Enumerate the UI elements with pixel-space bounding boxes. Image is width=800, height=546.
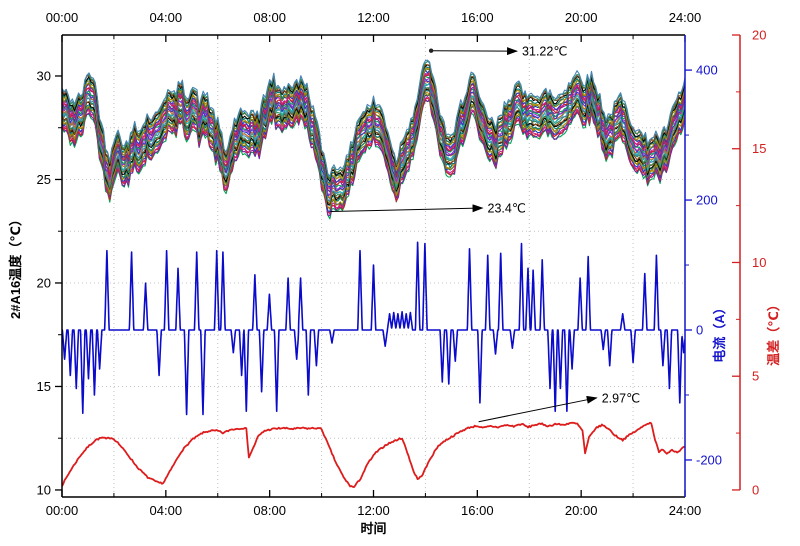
top-axis-tick-label: 04:00 xyxy=(150,10,183,25)
left-axis-tick-label: 30 xyxy=(37,68,51,83)
bottom-axis-tick-label: 04:00 xyxy=(150,503,183,518)
annotation-point-marker xyxy=(428,48,434,53)
x-axis-title: 时间 xyxy=(360,521,386,536)
diff-axis-tick-label: 10 xyxy=(752,255,766,270)
gridlines xyxy=(62,35,685,497)
left-axis-tick-label: 10 xyxy=(37,482,51,497)
top-axis-tick-label: 12:00 xyxy=(357,10,390,25)
diff-axis-tick-label: 0 xyxy=(752,482,759,497)
bottom-axis-tick-label: 16:00 xyxy=(461,503,494,518)
top-axis: 00:00 04:00 08:00 12:00 16:00 20:00 24:00 xyxy=(46,10,702,42)
top-axis-tick-label: 24:00 xyxy=(669,10,702,25)
annotation-label: 23.4℃ xyxy=(488,202,526,216)
bottom-axis-tick-label: 24:00 xyxy=(669,503,702,518)
diff-axis-title: 温差（℃） xyxy=(766,298,781,366)
diff-axis-tick-label: 15 xyxy=(752,141,766,156)
annotation-label: 2.97℃ xyxy=(602,391,640,405)
bottom-axis-tick-label: 08:00 xyxy=(253,503,286,518)
temperature-series-line xyxy=(62,59,685,177)
top-axis-tick-label: 00:00 xyxy=(46,10,79,25)
left-axis-title: 2#A16温度（℃） xyxy=(8,213,23,319)
current-series-line xyxy=(62,241,685,416)
temp-diff-series-line xyxy=(62,421,685,489)
bottom-axis-tick-label: 00:00 xyxy=(46,503,79,518)
axes: 00:00 04:00 08:00 12:00 16:00 20:00 24:0000:00… xyxy=(8,10,781,536)
left-axis-tick-label: 25 xyxy=(37,172,51,187)
bottom-axis-tick-label: 12:00 xyxy=(357,503,390,518)
diff-axis-tick-label: 5 xyxy=(752,369,759,384)
left-axis-tick-label: 15 xyxy=(37,379,51,394)
annotations: 31.22℃ 23.4℃ 2.97℃ xyxy=(330,45,640,423)
left-axis: 10 15 20 25 30 2#A16温度（℃） xyxy=(8,35,63,497)
annotation-arrow xyxy=(330,204,484,213)
chart-graphics: 00:00 04:00 08:00 12:00 16:00 20:00 24:0000:00… xyxy=(8,10,781,536)
top-axis-tick-label: 08:00 xyxy=(253,10,286,25)
current-axis-tick-label: 400 xyxy=(696,63,718,78)
current-axis-tick-label: 0 xyxy=(696,323,703,338)
bottom-axis-tick-label: 20:00 xyxy=(565,503,598,518)
current-axis-title: 电流（A） xyxy=(712,301,727,362)
diff-axis: 0 5 10 15 20 温差（℃） xyxy=(732,28,781,497)
current-axis-tick-label: -200 xyxy=(696,452,722,467)
current-axis: -200 0 200 400 电流（A） xyxy=(684,35,727,497)
top-axis-tick-label: 20:00 xyxy=(565,10,598,25)
temperature-series-group xyxy=(62,59,685,220)
left-axis-tick-label: 20 xyxy=(37,275,51,290)
current-axis-tick-label: 200 xyxy=(696,193,718,208)
top-axis-tick-label: 16:00 xyxy=(461,10,494,25)
annotation-label: 31.22℃ xyxy=(522,45,567,59)
diff-axis-tick-label: 20 xyxy=(752,28,766,43)
bottom-axis: 00:00 04:00 08:00 12:00 16:00 20:00 24:00 时间 xyxy=(46,490,702,536)
series-layer xyxy=(62,59,685,489)
annotation-arrow xyxy=(478,395,598,423)
